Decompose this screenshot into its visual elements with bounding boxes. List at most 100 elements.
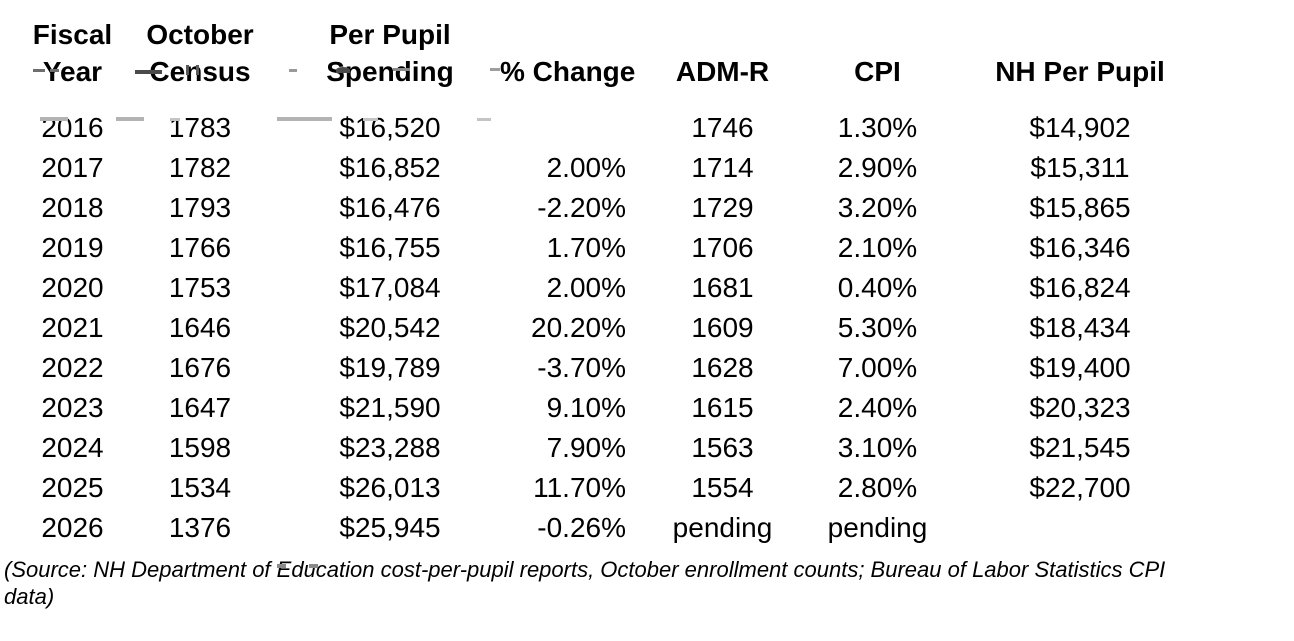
edit-artifact <box>40 117 68 121</box>
edit-artifact <box>289 69 297 72</box>
table-cell: -0.26% <box>537 512 626 543</box>
table-cell: 1729 <box>691 192 754 223</box>
table-cell: 1766 <box>168 232 232 263</box>
table-cell: -3.70% <box>537 352 626 383</box>
table-cell: 2025 <box>41 472 104 503</box>
document-page: Fiscal October Per Pupil Year Census Spe… <box>0 16 1294 641</box>
edit-artifact <box>33 69 45 72</box>
table-cell: 5.30% <box>837 312 918 343</box>
table-cell: 2018 <box>41 192 104 223</box>
col-header-adm-r-line2: ADM-R <box>675 56 770 87</box>
table-cell <box>950 508 1210 548</box>
table-cell: 1714 <box>691 152 754 183</box>
table-cell: $19,789 <box>339 352 441 383</box>
table-cell: 3.20% <box>837 192 918 223</box>
source-note: (Source: NH Department of Education cost… <box>4 556 1294 610</box>
table-cell: 1782 <box>168 152 232 183</box>
table-cell: 2.00% <box>546 272 626 303</box>
table-cell: 2020 <box>41 272 104 303</box>
edit-artifact <box>186 65 189 75</box>
table-row: 2017 1782 $16,852 2.00% 1714 2.90% $15,311 <box>25 148 1210 188</box>
table-cell: 1563 <box>691 432 754 463</box>
table-cell: $16,346 <box>1029 232 1131 263</box>
table-cell: 2017 <box>41 152 104 183</box>
table-cell: pending <box>827 512 928 543</box>
edit-artifact <box>490 68 500 71</box>
edit-artifact <box>116 117 144 121</box>
table-row: 2021 1646 $20,542 20.20% 1609 5.30% $18,434 <box>25 308 1210 348</box>
table-cell: 1.30% <box>837 112 918 143</box>
table-row: 2018 1793 $16,476 -2.20% 1729 3.20% $15,865 <box>25 188 1210 228</box>
table-cell: $15,865 <box>1029 192 1131 223</box>
table-row: 2020 1753 $17,084 2.00% 1681 0.40% $16,824 <box>25 268 1210 308</box>
table-row: 2025 1534 $26,013 11.70% 1554 2.80% $22,700 <box>25 468 1210 508</box>
table-cell: $16,476 <box>339 192 441 223</box>
table-cell: 1783 <box>168 112 232 143</box>
table-cell: 2024 <box>41 432 104 463</box>
edit-artifact <box>363 118 378 121</box>
header-row-1: Fiscal October Per Pupil <box>25 16 1210 53</box>
source-note-line2: data) <box>4 584 55 609</box>
edit-artifact <box>170 118 180 121</box>
table-cell: 2023 <box>41 392 104 423</box>
edit-artifact <box>309 564 318 568</box>
table-cell: 2021 <box>41 312 104 343</box>
edit-artifact <box>135 70 162 74</box>
table-cell: 1706 <box>691 232 754 263</box>
table-cell: 1746 <box>691 112 754 143</box>
table-row: 2024 1598 $23,288 7.90% 1563 3.10% $21,545 <box>25 428 1210 468</box>
edit-artifact <box>277 117 332 121</box>
table-cell: $16,824 <box>1029 272 1131 303</box>
table-cell: 1615 <box>691 392 754 423</box>
edit-artifact <box>336 67 350 73</box>
table-cell: $14,902 <box>1029 112 1131 143</box>
edit-artifact <box>277 564 286 568</box>
table-cell: 1681 <box>691 272 754 303</box>
col-header-nh-per-pupil-line1 <box>950 16 1210 53</box>
table-cell: 1376 <box>168 512 232 543</box>
col-header-october-census-line1: October <box>146 19 254 50</box>
table-row: 2022 1676 $19,789 -3.70% 1628 7.00% $19,400 <box>25 348 1210 388</box>
table-cell: 7.90% <box>546 432 626 463</box>
table-cell: 2.00% <box>546 152 626 183</box>
table-cell: 9.10% <box>546 392 626 423</box>
table-cell: $21,545 <box>1029 432 1131 463</box>
table-cell: 2026 <box>41 512 104 543</box>
col-header-per-pupil-spending-line2: Spending <box>326 56 454 87</box>
table-row: 2019 1766 $16,755 1.70% 1706 2.10% $16,346 <box>25 228 1210 268</box>
col-header-cpi-line2: CPI <box>854 56 901 87</box>
table-cell: $16,852 <box>339 152 441 183</box>
table-cell: $22,700 <box>1029 472 1131 503</box>
table-cell: 0.40% <box>837 272 918 303</box>
table-cell: $25,945 <box>339 512 441 543</box>
edit-artifact <box>393 68 410 71</box>
table-cell: 1793 <box>168 192 232 223</box>
header-row-2: Year Census Spending % Change ADM-R CPI … <box>25 53 1210 90</box>
col-header-per-pupil-spending-line1: Per Pupil <box>329 19 451 50</box>
col-header-october-census-line2: Census <box>149 56 251 87</box>
table-cell: 1598 <box>168 432 232 463</box>
source-note-line1: (Source: NH Department of Education cost… <box>4 557 1166 582</box>
table-cell: $16,520 <box>339 112 441 143</box>
table-cell: 1647 <box>168 392 232 423</box>
table-body: 2016 1783 $16,520 1746 1.30% $14,902 2017 1782 $… <box>25 90 1210 548</box>
table-cell: 1554 <box>691 472 754 503</box>
table-cell: 7.00% <box>837 352 918 383</box>
table-cell: 2022 <box>41 352 104 383</box>
col-header-nh-per-pupil-line2: NH Per Pupil <box>995 56 1165 87</box>
col-header-pct-change-line1 <box>500 16 640 53</box>
table-cell: 2.10% <box>837 232 918 263</box>
table-cell: $20,323 <box>1029 392 1131 423</box>
table-cell: $19,400 <box>1029 352 1131 383</box>
edit-artifact <box>196 65 199 75</box>
table-cell: 3.10% <box>837 432 918 463</box>
table-cell: 1.70% <box>546 232 626 263</box>
table-header: Fiscal October Per Pupil Year Census Spe… <box>25 16 1210 90</box>
col-header-pct-change-line2: % Change <box>500 56 636 87</box>
col-header-fiscal-year-line1: Fiscal <box>32 19 113 50</box>
table-cell: 1628 <box>691 352 754 383</box>
table-cell: 1646 <box>168 312 232 343</box>
table-cell: pending <box>672 512 773 543</box>
table-cell: 11.70% <box>533 472 626 503</box>
edit-artifact <box>477 118 491 121</box>
